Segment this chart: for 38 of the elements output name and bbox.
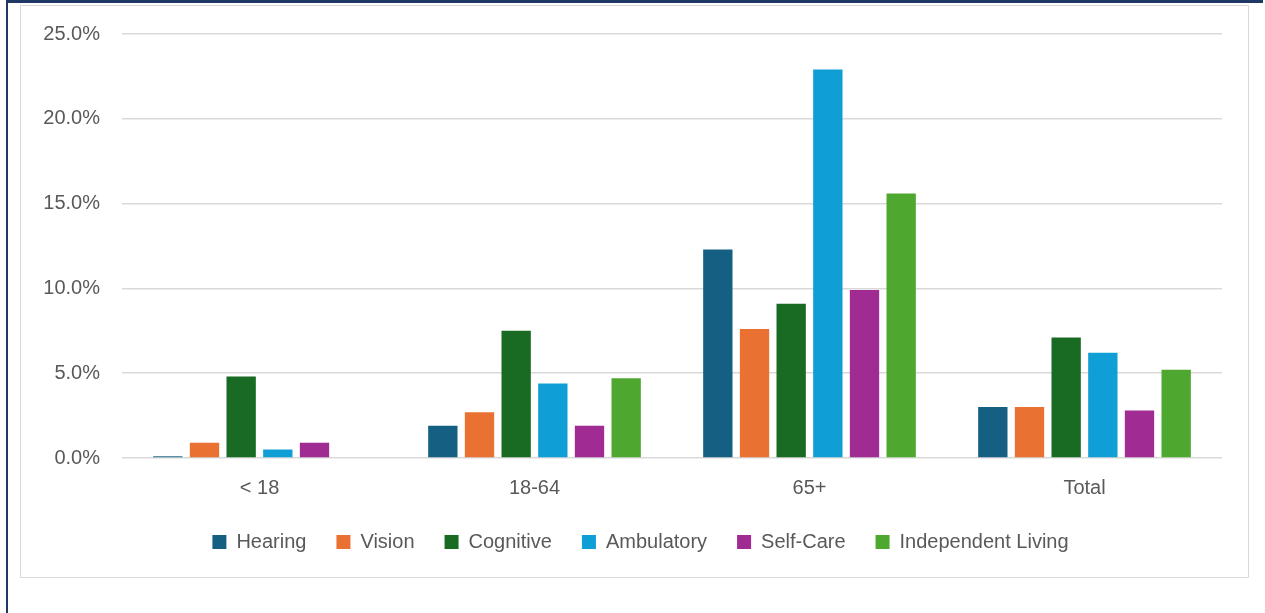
- x-tick-label: Total: [1063, 475, 1106, 498]
- legend-label: Ambulatory: [605, 529, 708, 552]
- x-tick-label: 18-64: [508, 475, 561, 498]
- bar: [849, 290, 880, 458]
- bar: [464, 412, 495, 458]
- bar: [501, 330, 531, 458]
- bar: [1051, 337, 1081, 458]
- x-tick-label: < 18: [239, 475, 280, 498]
- y-tick-label: 15.0%: [43, 191, 101, 214]
- bar: [813, 69, 843, 458]
- y-tick-label: 10.0%: [43, 275, 101, 298]
- bar: [1161, 369, 1191, 458]
- y-tick-label: 0.0%: [54, 445, 101, 468]
- legend-label: Self-Care: [761, 529, 846, 552]
- y-tick-label: 20.0%: [43, 106, 101, 129]
- bar: [1014, 407, 1045, 458]
- bar: [428, 425, 458, 458]
- bar: [299, 442, 330, 458]
- bar: [886, 193, 916, 458]
- legend-label: Independent Living: [899, 529, 1069, 552]
- bar: [1124, 410, 1155, 458]
- bar: [189, 442, 220, 458]
- bar: [776, 303, 806, 458]
- bar: [263, 449, 293, 458]
- bar: [703, 249, 733, 458]
- x-tick-label: 65+: [792, 475, 827, 498]
- bar: [978, 407, 1008, 458]
- bar: [739, 329, 770, 458]
- bar: [1088, 352, 1118, 458]
- bar: [226, 376, 256, 458]
- bar: [611, 378, 641, 458]
- bar: [538, 383, 568, 458]
- y-tick-label: 25.0%: [43, 21, 101, 44]
- y-tick-label: 5.0%: [54, 360, 101, 383]
- legend-label: Vision: [360, 529, 415, 552]
- bar: [574, 425, 605, 458]
- legend-label: Cognitive: [468, 529, 552, 552]
- legend-label: Hearing: [236, 529, 307, 552]
